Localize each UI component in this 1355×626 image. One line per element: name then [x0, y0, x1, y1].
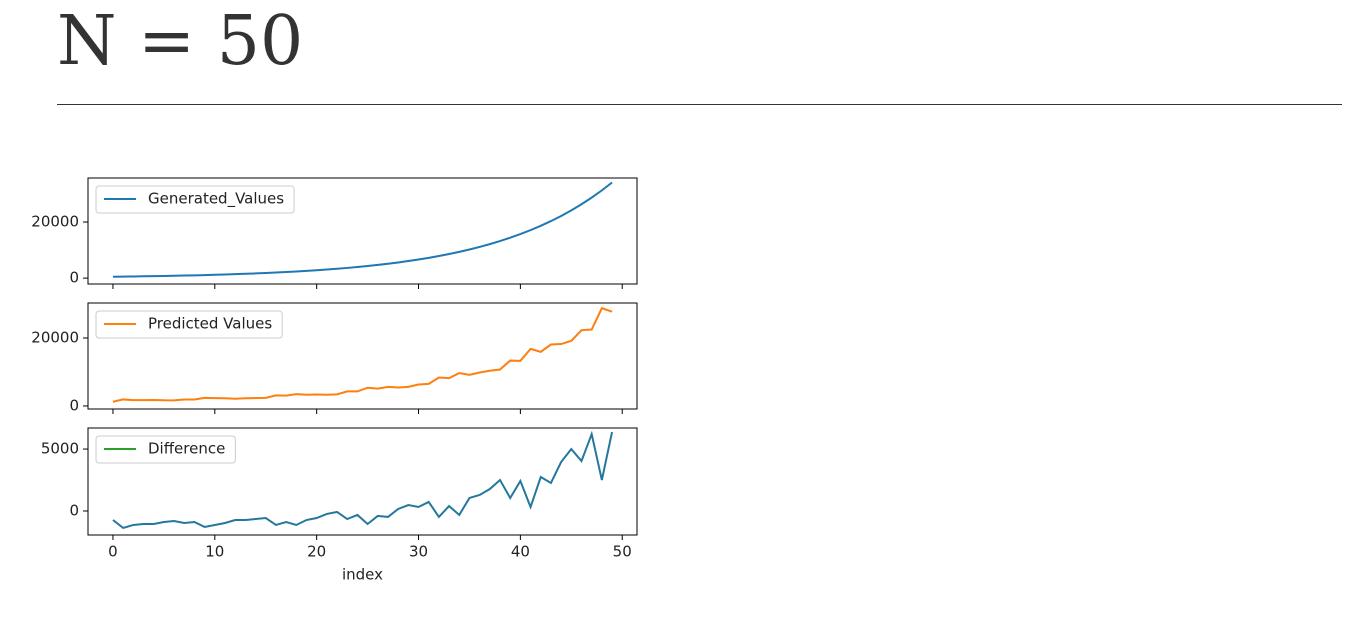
y-tick-label: 0 — [69, 396, 79, 414]
figure: 0 20000 Generated_Values 0 20000 Predicted Va… — [31, 177, 638, 584]
y-tick-label: 20000 — [31, 213, 79, 231]
x-tick-label: 20 — [307, 543, 326, 561]
x-tick-label: 40 — [511, 543, 530, 561]
data-line — [112, 181, 613, 278]
y-tick-label: 5000 — [41, 440, 79, 458]
axes-frame — [87, 302, 638, 410]
legend-box — [95, 185, 295, 214]
heading: N = 50 — [57, 2, 304, 81]
y-tick-label: 0 — [69, 269, 79, 287]
x-tick-label: 0 — [108, 543, 118, 561]
y-tick-label: 0 — [69, 501, 79, 519]
x-axis-label: index — [342, 566, 383, 584]
legend-box — [95, 310, 283, 339]
legend-label: Difference — [148, 440, 225, 458]
x-tick-label: 10 — [205, 543, 224, 561]
legend-box — [95, 435, 236, 464]
data-line — [112, 430, 614, 530]
x-tick-label: 30 — [409, 543, 428, 561]
axes-frame — [87, 427, 638, 536]
data-line — [112, 306, 613, 403]
legend-label: Predicted Values — [148, 315, 272, 333]
y-tick-label: 20000 — [31, 328, 79, 346]
axes-frame — [87, 177, 638, 285]
divider — [57, 104, 1342, 105]
x-tick-label: 50 — [613, 543, 632, 561]
legend-label: Generated_Values — [148, 190, 284, 209]
